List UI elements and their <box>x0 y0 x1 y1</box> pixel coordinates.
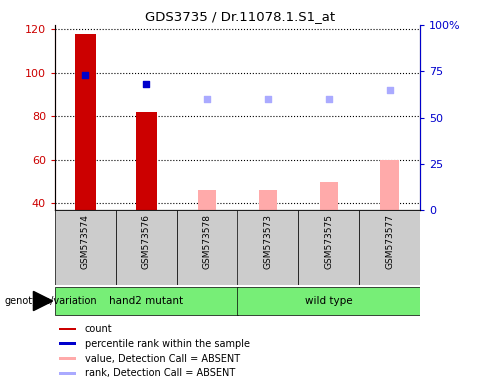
Text: count: count <box>84 324 112 334</box>
Bar <box>381 160 399 210</box>
Text: GSM573573: GSM573573 <box>264 214 273 269</box>
Text: GSM573575: GSM573575 <box>324 214 333 269</box>
Bar <box>59 343 76 345</box>
Bar <box>359 210 420 285</box>
Text: percentile rank within the sample: percentile rank within the sample <box>84 339 250 349</box>
Text: GSM573577: GSM573577 <box>385 214 394 269</box>
Bar <box>136 112 157 210</box>
Text: value, Detection Call = ABSENT: value, Detection Call = ABSENT <box>84 354 240 364</box>
Polygon shape <box>34 291 53 311</box>
Point <box>143 81 150 87</box>
Text: GSM573578: GSM573578 <box>203 214 212 269</box>
Bar <box>320 182 338 210</box>
Bar <box>59 372 76 375</box>
Bar <box>238 286 420 315</box>
Bar <box>177 210 238 285</box>
Point <box>386 87 394 93</box>
Text: GSM573576: GSM573576 <box>142 214 151 269</box>
Bar <box>198 190 216 210</box>
Point <box>82 72 89 78</box>
Point <box>203 96 211 102</box>
Text: rank, Detection Call = ABSENT: rank, Detection Call = ABSENT <box>84 368 235 378</box>
Text: GDS3735 / Dr.11078.1.S1_at: GDS3735 / Dr.11078.1.S1_at <box>145 10 335 23</box>
Bar <box>259 190 277 210</box>
Text: GSM573574: GSM573574 <box>81 214 90 269</box>
Point <box>264 96 272 102</box>
Bar <box>238 210 299 285</box>
Bar <box>55 210 116 285</box>
Bar <box>55 286 238 315</box>
Bar <box>59 357 76 360</box>
Text: wild type: wild type <box>305 296 353 306</box>
Text: hand2 mutant: hand2 mutant <box>109 296 183 306</box>
Bar <box>59 328 76 330</box>
Bar <box>116 210 177 285</box>
Point <box>325 96 333 102</box>
Bar <box>299 210 359 285</box>
Text: genotype/variation: genotype/variation <box>5 296 97 306</box>
Bar <box>75 34 96 210</box>
